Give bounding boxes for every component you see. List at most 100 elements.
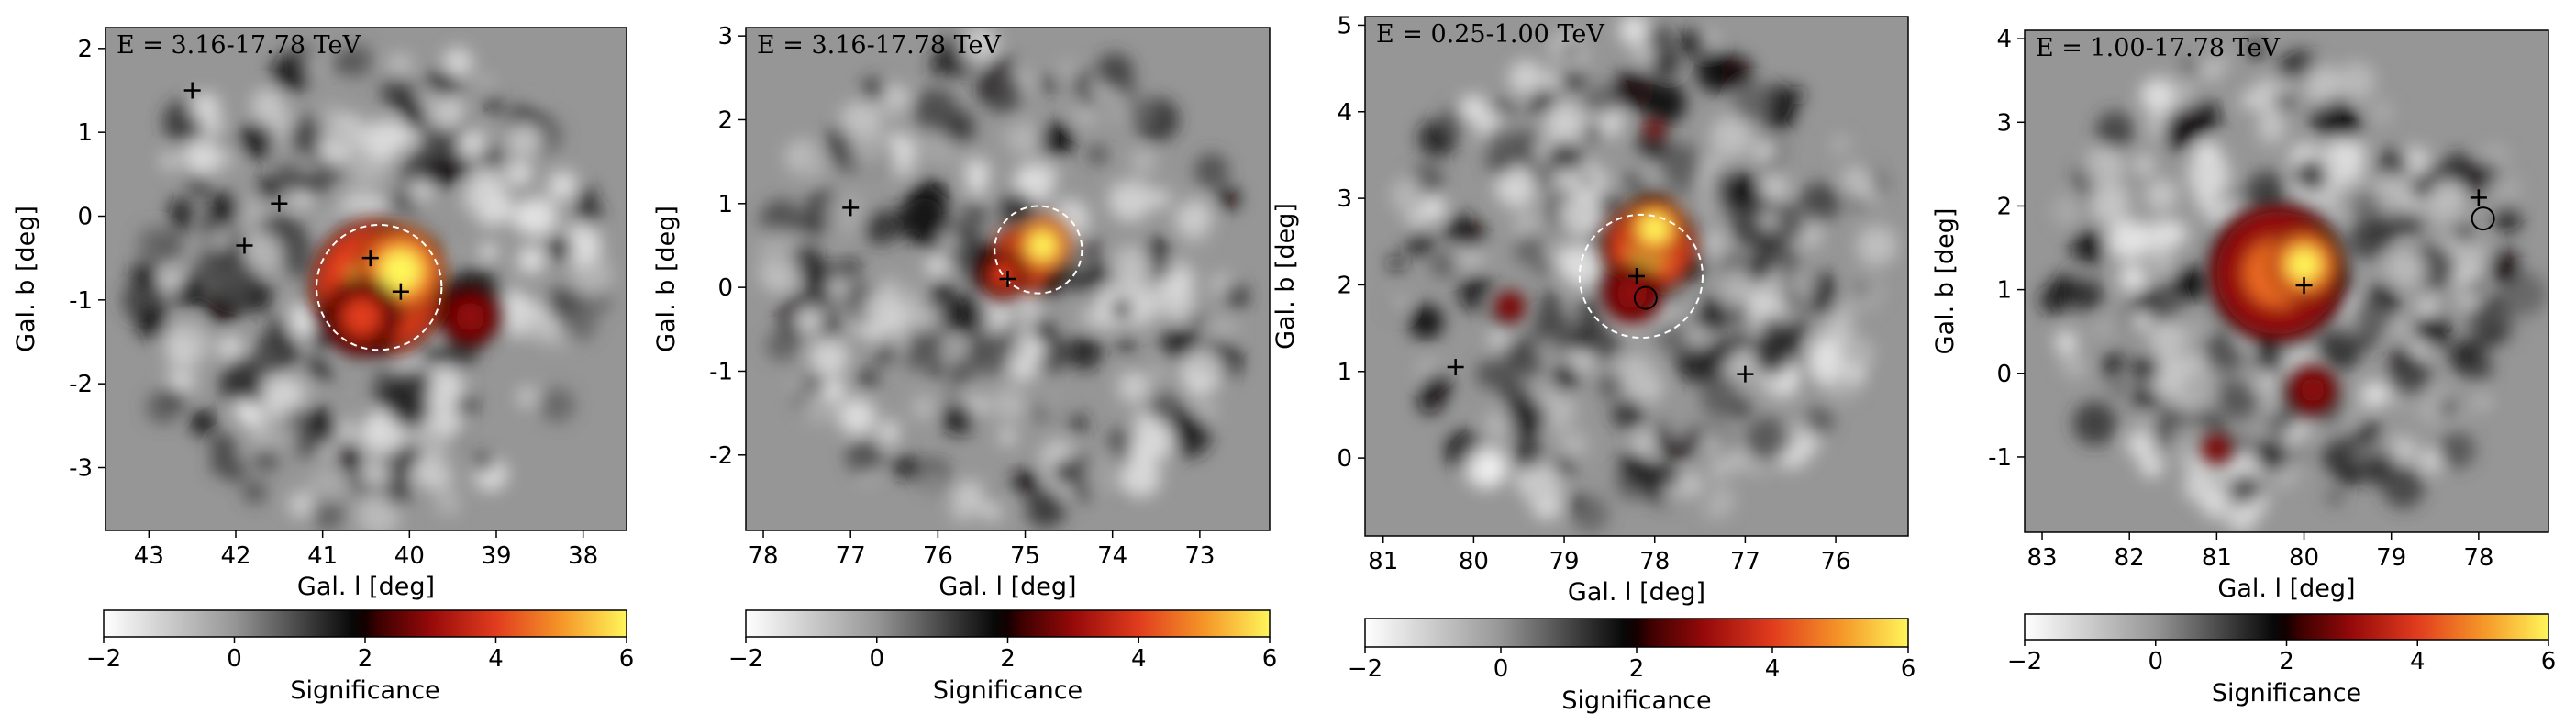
y-axis-label: Gal. b [deg]	[1271, 203, 1300, 350]
colorbar-tick-label: −2	[728, 645, 763, 673]
x-tick-label: 81	[1368, 548, 1398, 575]
x-tick-label: 73	[1184, 542, 1215, 570]
colorbar-tick-label: 6	[2541, 648, 2557, 675]
x-tick-label: 76	[1821, 548, 1851, 575]
source-circle-marker	[2471, 206, 2495, 231]
x-tick-label: 76	[923, 542, 953, 570]
x-tick-label: 74	[1097, 542, 1127, 570]
y-tick-label: 1	[77, 119, 93, 147]
energy-label: E = 1.00-17.78 TeV	[2036, 34, 2281, 62]
dashed-circle	[994, 205, 1083, 295]
map-area	[1365, 17, 1908, 536]
y-tick-label: 1	[1337, 359, 1352, 386]
map-area	[2025, 30, 2548, 532]
y-axis-label: Gal. b [deg]	[1931, 208, 1960, 355]
x-tick-label: 80	[2289, 544, 2319, 572]
hotspot-core	[1616, 278, 1648, 309]
x-axis-label: Gal. l [deg]	[1568, 578, 1705, 607]
colorbar: −2 0 2 4 6 Significance	[728, 609, 1278, 705]
source-plus-marker	[2470, 189, 2487, 206]
y-tick-label: -2	[709, 442, 733, 470]
colorbar-tick-label: 0	[2148, 648, 2163, 675]
hotspot-core	[379, 249, 423, 293]
colorbar-tick-label: −2	[86, 645, 121, 673]
source-plus-marker	[361, 250, 379, 267]
colorbar: −2 0 2 4 6 Significance	[1348, 618, 1915, 715]
plot-frame	[105, 27, 627, 531]
colorbar-gradient	[745, 609, 1271, 638]
colorbar-tick-label: 6	[619, 645, 635, 673]
dashed-circle	[316, 223, 443, 351]
source-plus-marker	[2295, 277, 2313, 295]
colorbar: −2 0 2 4 6 Significance	[2007, 613, 2557, 708]
source-plus-marker	[236, 237, 253, 254]
x-tick-label: 78	[1639, 548, 1670, 575]
colorbar-tick-label: 2	[1629, 655, 1645, 683]
colorbar-tick-label: 6	[1262, 645, 1278, 673]
colorbar-tick-label: 0	[1493, 655, 1509, 683]
y-tick-label: 3	[1337, 185, 1352, 213]
y-tick-label: 4	[1337, 99, 1352, 127]
colorbar-tick-label: 4	[1765, 655, 1781, 683]
x-tick-label: 41	[307, 542, 338, 570]
y-tick-label: 5	[1337, 12, 1352, 39]
x-axis-label: Gal. l [deg]	[938, 573, 1076, 601]
energy-label: E = 3.16-17.78 TeV	[757, 31, 1002, 60]
x-axis-label: Gal. l [deg]	[2217, 574, 2355, 603]
y-tick-label: 2	[717, 106, 733, 134]
x-tick-label: 78	[748, 542, 778, 570]
y-tick-label: 0	[1996, 361, 2012, 388]
x-tick-label: 43	[134, 542, 164, 570]
y-tick-label: -3	[69, 455, 93, 483]
x-tick-label: 38	[568, 542, 598, 570]
hotspot-core	[2300, 377, 2326, 403]
colorbar-label: Significance	[2212, 679, 2361, 708]
y-tick-label: -2	[69, 371, 93, 398]
y-tick-label: -1	[1988, 444, 2012, 472]
source-plus-marker	[271, 195, 288, 212]
emission-region	[1493, 118, 1697, 325]
x-tick-label: 77	[1730, 548, 1760, 575]
x-tick-label: 80	[1459, 548, 1489, 575]
y-tick-label: 0	[717, 274, 733, 302]
x-tick-label: 39	[481, 542, 511, 570]
y-tick-label: -1	[69, 287, 93, 315]
colorbar-tick-label: 4	[2410, 648, 2426, 675]
background-fluctuations	[758, 28, 1250, 528]
hotspot-core	[2287, 247, 2321, 282]
y-tick-label: 1	[1996, 277, 2012, 305]
colorbar-gradient	[2024, 613, 2549, 641]
source-plus-marker	[183, 82, 201, 99]
y-axis-label: Gal. b [deg]	[652, 206, 681, 352]
plot-frame	[745, 27, 1271, 531]
colorbar-tick-label: 0	[227, 645, 242, 673]
colorbar-gradient	[1364, 618, 1909, 648]
colorbar-gradient	[103, 609, 627, 638]
colorbar-label: Significance	[933, 676, 1083, 705]
y-tick-label: 3	[1996, 109, 2012, 137]
plot-frame	[2024, 29, 2549, 533]
hotspot-core	[1649, 124, 1660, 135]
x-tick-label: 79	[1549, 548, 1580, 575]
colorbar-tick-label: 4	[488, 645, 504, 673]
y-tick-label: 0	[1337, 445, 1352, 473]
hotspot-core	[342, 297, 382, 336]
source-plus-marker	[1628, 268, 1645, 284]
source-plus-marker	[1447, 359, 1464, 376]
y-tick-label: 2	[77, 36, 93, 63]
x-tick-label: 79	[2376, 544, 2406, 572]
colorbar-tick-label: 4	[1131, 645, 1147, 673]
hotspot-core	[991, 262, 1016, 287]
dashed-circle	[1578, 213, 1704, 340]
colorbar-tick-label: −2	[2007, 648, 2042, 675]
background-fluctuations	[1387, 17, 1898, 533]
x-tick-label: 78	[2463, 544, 2493, 572]
hotspot-core	[1639, 213, 1671, 244]
source-plus-marker	[842, 199, 860, 217]
x-tick-label: 42	[220, 542, 250, 570]
y-axis-label: Gal. b [deg]	[12, 206, 40, 352]
colorbar-label: Significance	[1561, 686, 1711, 715]
sky-map-panel: E = 3.16-17.78 TeV 78 77 76 75 74 73 -2 -1 0 1 2 3 Ga…	[652, 23, 1277, 705]
x-tick-label: 83	[2026, 544, 2057, 572]
